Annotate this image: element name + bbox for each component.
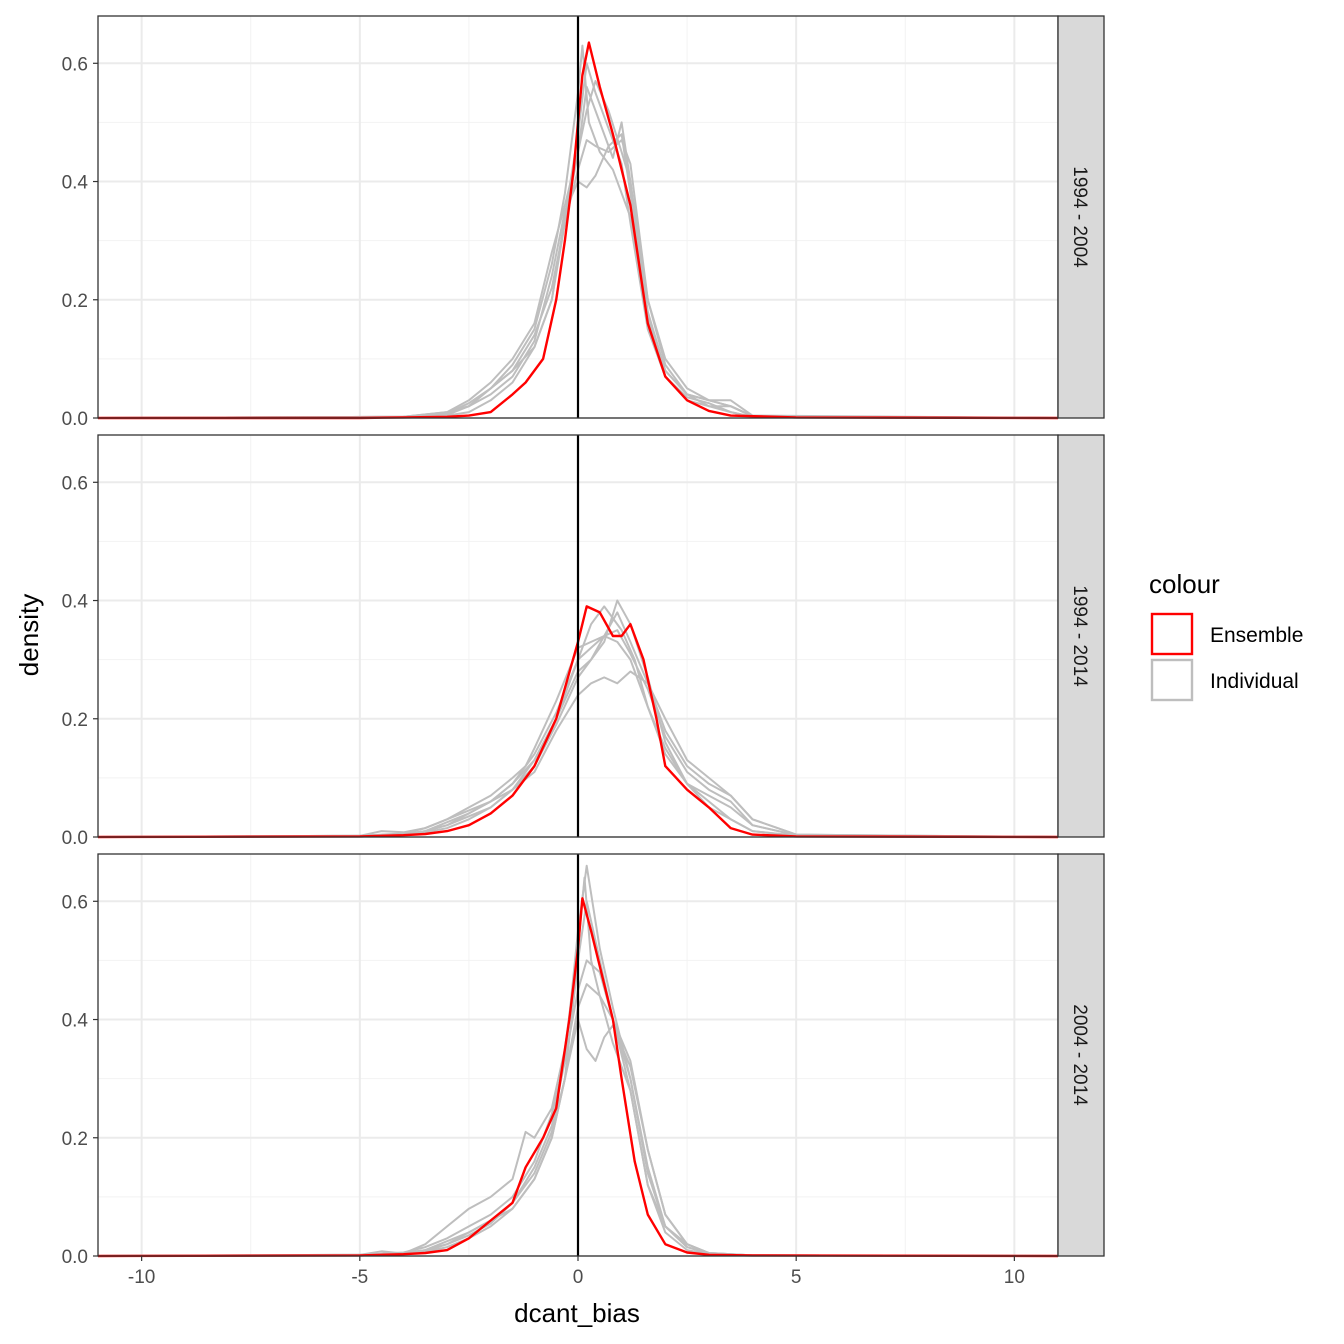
x-tick-label: -5 — [351, 1267, 368, 1288]
legend-title: colour — [1149, 569, 1220, 599]
individual-density-line — [97, 629, 1059, 838]
individual-density-line — [97, 635, 1059, 838]
individual-density-line — [97, 670, 1059, 838]
individual-density-line — [97, 133, 1059, 419]
legend-key-ensemble — [1150, 612, 1194, 656]
individual-density-line — [97, 983, 1059, 1257]
y-tick-label: 0.6 — [62, 473, 88, 494]
facet-strip — [1057, 15, 1105, 419]
y-tick-label: 0.4 — [62, 1011, 89, 1032]
x-tick-label: 5 — [791, 1267, 802, 1288]
y-tick-label: 0.2 — [62, 710, 88, 731]
individual-density-line — [97, 139, 1059, 419]
y-tick-label: 0.4 — [62, 173, 89, 194]
individual-density-line — [97, 900, 1059, 1257]
panel-1: 0.0 0.2 0.4 0.6 1994 - 2004 — [62, 15, 1105, 430]
facet-strip-label: 2004 - 2014 — [1069, 1004, 1090, 1106]
y-tick-label: 0.6 — [62, 54, 88, 75]
legend-label-ensemble: Ensemble — [1210, 624, 1303, 647]
y-tick-label: 0.6 — [62, 892, 88, 913]
x-axis-title: dcant_bias — [514, 1298, 640, 1328]
y-tick-label: 0.4 — [62, 592, 89, 613]
facet-strip — [1057, 853, 1105, 1257]
panels: 0.0 0.2 0.4 0.6 1994 - 2004 0.0 0.2 0.4 0.6 1994 … — [62, 15, 1105, 1268]
x-tick-label: 10 — [1004, 1267, 1025, 1288]
individual-density-line — [97, 85, 1059, 419]
y-tick-label: 0.0 — [62, 409, 88, 430]
panel-2: 0.0 0.2 0.4 0.6 1994 - 2014 — [62, 434, 1105, 849]
facet-strip-label: 1994 - 2004 — [1069, 166, 1090, 268]
ensemble-density-line — [97, 605, 1059, 839]
y-axis-title: density — [14, 594, 44, 676]
x-axis: -10 -5 0 5 10 — [128, 1256, 1025, 1288]
y-tick-label: 0.0 — [62, 828, 88, 849]
facet-strip-label: 1994 - 2014 — [1069, 585, 1090, 687]
x-tick-label: -10 — [128, 1267, 155, 1288]
x-tick-label: 0 — [573, 1267, 584, 1288]
legend-key-individual — [1150, 658, 1194, 702]
individual-density-line — [97, 62, 1059, 419]
y-tick-label: 0.2 — [62, 291, 88, 312]
y-tick-label: 0.2 — [62, 1129, 88, 1150]
y-tick-label: 0.0 — [62, 1247, 88, 1268]
legend-label-individual: Individual — [1210, 670, 1299, 693]
facet-strip — [1057, 434, 1105, 838]
legend: colour Ensemble Individual — [1149, 569, 1303, 702]
panel-3: 0.0 0.2 0.4 0.6 2004 - 2014 — [62, 853, 1105, 1268]
individual-density-line — [97, 599, 1059, 838]
